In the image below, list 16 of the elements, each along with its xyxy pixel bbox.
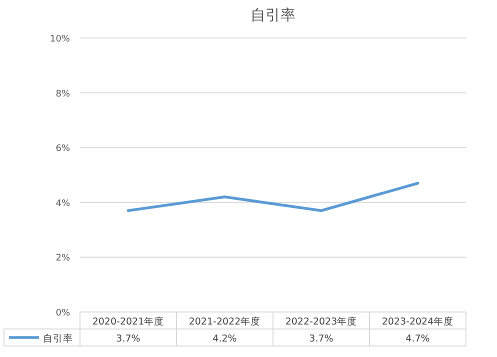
y-tick-label: 0% xyxy=(56,308,70,318)
y-tick-label: 6% xyxy=(56,144,70,154)
x-tick-label: 2020-2021年度 xyxy=(92,316,164,328)
legend-label: 自引率 xyxy=(43,332,73,344)
data-label: 3.7% xyxy=(116,334,140,344)
y-tick-label: 2% xyxy=(56,254,70,264)
y-tick-label: 8% xyxy=(56,89,70,100)
data-label: 4.7% xyxy=(406,334,430,344)
data-label: 3.7% xyxy=(309,334,334,344)
x-tick-label: 2022-2023年度 xyxy=(285,316,358,328)
y-tick-label: 10% xyxy=(50,34,70,44)
x-tick-label: 2021-2022年度 xyxy=(188,316,261,328)
x-tick-label: 2023-2024年度 xyxy=(382,316,454,328)
chart-title: 自引率 xyxy=(250,6,296,24)
data-label: 4.2% xyxy=(212,334,237,344)
y-tick-label: 4% xyxy=(56,198,70,209)
